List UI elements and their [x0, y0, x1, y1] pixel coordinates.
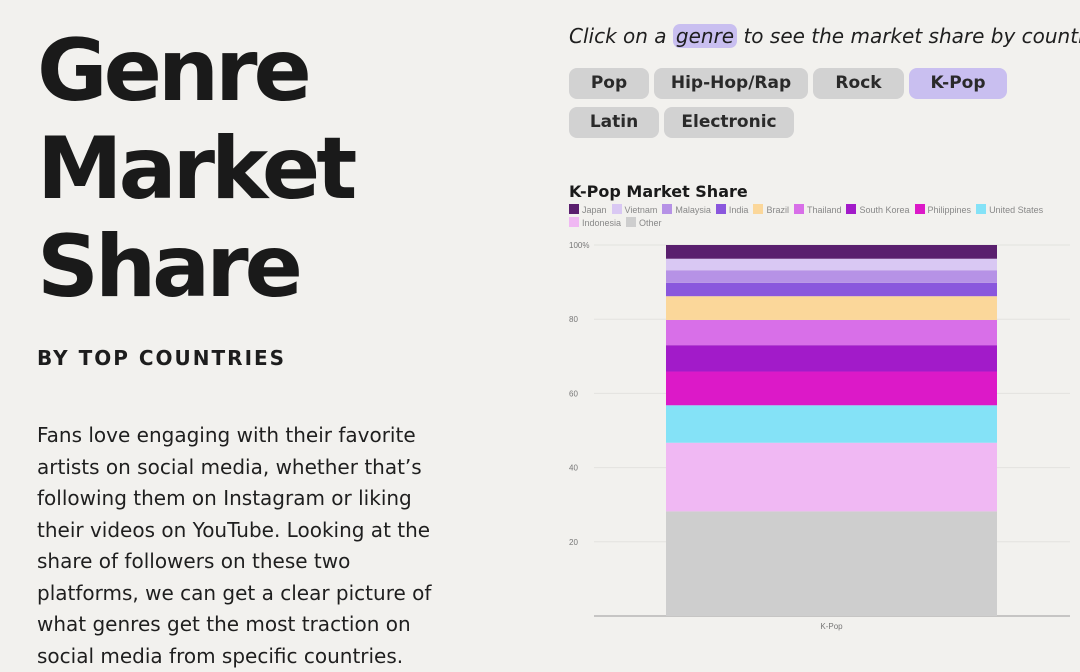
genre-button-latin[interactable]: Latin — [569, 107, 659, 138]
legend-label-india: India — [728, 205, 749, 215]
bar-segment-indonesia — [666, 442, 997, 512]
legend-label-other: Other — [639, 218, 662, 228]
y-tick-label-40: 40 — [569, 464, 578, 473]
prompt-text-after: to see the market share by country — [743, 24, 1080, 48]
genre-button-hip-hop-rap[interactable]: Hip-Hop/Rap — [654, 68, 808, 99]
legend-item-united-states: United States — [976, 204, 1043, 217]
bar-segment-thailand — [666, 319, 997, 346]
y-tick-label-60: 60 — [569, 389, 578, 398]
legend-item-malaysia: Malaysia — [662, 204, 711, 217]
page-title: Genre Market Share — [37, 22, 477, 316]
legend-label-south-korea: South Korea — [859, 205, 910, 215]
bar-segment-india — [666, 282, 997, 297]
legend-swatch-philippines — [914, 204, 925, 214]
page-title-line-1: Genre — [37, 21, 312, 121]
legend-swatch-vietnam — [611, 204, 622, 214]
legend-swatch-thailand — [793, 204, 804, 214]
legend-item-indonesia: Indonesia — [569, 217, 621, 230]
legend-label-philippines: Philippines — [927, 205, 972, 215]
legend-item-brazil: Brazil — [753, 204, 789, 217]
legend-item-thailand: Thailand — [793, 204, 842, 217]
bar-segment-philippines — [666, 371, 997, 406]
legend-label-japan: Japan — [582, 205, 607, 215]
legend-swatch-brazil — [753, 204, 764, 214]
legend-swatch-other — [626, 217, 637, 227]
legend-item-philippines: Philippines — [914, 204, 972, 217]
legend-item-south-korea: South Korea — [846, 204, 910, 217]
page-subtitle: BY TOP COUNTRIES — [37, 346, 287, 370]
legend-label-indonesia: Indonesia — [582, 218, 622, 228]
chart-panel: Click on a genre to see the market share… — [569, 24, 1080, 230]
legend-swatch-japan — [569, 204, 579, 214]
genre-button-electronic[interactable]: Electronic — [664, 107, 794, 138]
legend-swatch-united-states — [976, 204, 987, 214]
legend-swatch-malaysia — [662, 204, 673, 214]
y-tick-label-80: 80 — [569, 315, 578, 324]
prompt-genre-highlight: genre — [672, 24, 738, 48]
bar-segment-vietnam — [666, 258, 997, 271]
page-title-line-3: Share — [37, 217, 303, 317]
y-tick-label-20: 20 — [569, 538, 578, 547]
genre-button-pop[interactable]: Pop — [569, 68, 649, 99]
bar-segment-other — [666, 511, 997, 616]
page-title-line-2: Market — [37, 119, 357, 219]
legend-item-vietnam: Vietnam — [611, 204, 658, 217]
y-tick-label-100: 100% — [569, 241, 589, 250]
x-tick-label-k-pop: K-Pop — [820, 622, 843, 631]
bar-segment-united-states — [666, 405, 997, 443]
legend-label-vietnam: Vietnam — [624, 205, 658, 215]
genre-button-group: Pop Hip-Hop/Rap Rock K-Pop Latin Electronic — [569, 68, 1039, 146]
bar-segment-south-korea — [666, 345, 997, 372]
chart-legend: Japan Vietnam Malaysia India Brazil Thailand S… — [569, 204, 1049, 230]
prompt-text-before: Click on a — [569, 24, 667, 48]
legend-label-thailand: Thailand — [806, 205, 842, 215]
legend-swatch-india — [715, 204, 726, 214]
legend-label-united-states: United States — [989, 205, 1044, 215]
bar-segment-malaysia — [666, 270, 997, 283]
legend-label-brazil: Brazil — [766, 205, 789, 215]
bar-segment-japan — [666, 245, 997, 259]
legend-swatch-indonesia — [569, 217, 579, 227]
chart-title: K-Pop Market Share — [569, 182, 748, 201]
genre-button-k-pop[interactable]: K-Pop — [909, 68, 1007, 99]
intro-panel: Genre Market Share BY TOP COUNTRIES Fans… — [37, 22, 477, 672]
bar-segment-brazil — [666, 296, 997, 320]
intro-paragraph: Fans love engaging with their favorite a… — [37, 423, 432, 668]
legend-item-japan: Japan — [569, 204, 607, 217]
genre-button-rock[interactable]: Rock — [813, 68, 904, 99]
genre-prompt: Click on a genre to see the market share… — [569, 24, 1080, 48]
legend-swatch-south-korea — [846, 204, 857, 214]
legend-item-other: Other — [626, 217, 662, 230]
legend-item-india: India — [715, 204, 749, 217]
legend-label-malaysia: Malaysia — [675, 205, 711, 215]
